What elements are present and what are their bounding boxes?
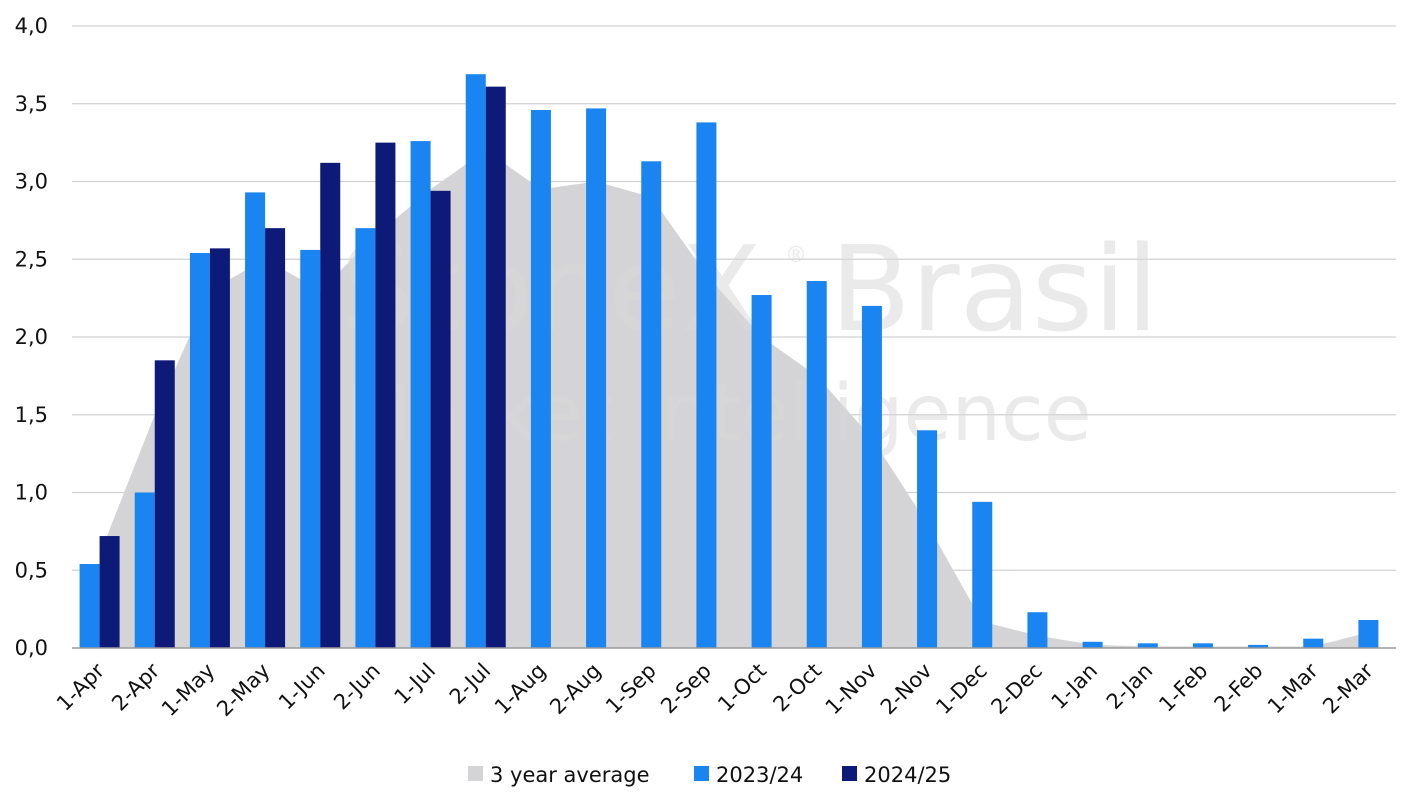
x-tick-label: 1-Oct xyxy=(713,659,771,717)
bar-2024-25 xyxy=(485,86,506,648)
bar-2023-24 xyxy=(806,281,827,648)
bar-2023-24 xyxy=(972,501,993,648)
bar-2023-24 xyxy=(410,141,431,648)
bar-2023-24 xyxy=(530,109,551,649)
watermark-region: Brasil xyxy=(830,220,1159,358)
x-tick-label: 2-Nov xyxy=(876,659,937,720)
bar-2024-25 xyxy=(430,190,451,648)
bar-2023-24 xyxy=(1082,641,1103,648)
legend-swatch xyxy=(842,766,857,781)
x-tick-label: 2-Jun xyxy=(329,659,385,715)
legend-label: 2024/25 xyxy=(864,763,951,787)
x-tick-label: 2-May xyxy=(212,659,274,721)
bar-2023-24 xyxy=(586,108,607,649)
legend-swatch xyxy=(468,766,483,781)
legend-label: 2023/24 xyxy=(716,763,803,787)
legend-swatch xyxy=(694,766,709,781)
legend-label: 3 year average xyxy=(490,763,650,787)
y-tick-label: 4,0 xyxy=(15,14,48,38)
bar-2023-24 xyxy=(355,228,376,648)
bar-2023-24 xyxy=(134,492,155,648)
x-tick-label: 1-Sep xyxy=(601,659,661,719)
bar-2023-24 xyxy=(641,161,662,648)
bar-2023-24 xyxy=(1192,643,1213,648)
x-tick-label: 2-Oct xyxy=(768,659,826,717)
bar-2024-25 xyxy=(209,248,230,649)
x-tick-label: 2-Sep xyxy=(656,659,716,719)
x-tick-label: 1-Aug xyxy=(490,659,550,719)
watermark-registered: ® xyxy=(785,243,807,268)
bar-2023-24 xyxy=(861,305,882,648)
bar-2023-24 xyxy=(1303,638,1324,648)
x-tick-label: 1-Jun xyxy=(274,659,330,715)
bar-2023-24 xyxy=(1027,612,1048,648)
x-tick-label: 2-Aug xyxy=(545,659,605,719)
bar-2023-24 xyxy=(1137,643,1158,648)
bar-2024-25 xyxy=(265,228,286,648)
y-tick-label: 1,5 xyxy=(15,403,48,427)
bar-2023-24 xyxy=(300,249,321,649)
watermark: StoneX ® Brasil Market Intelligence xyxy=(340,220,1159,459)
x-tick-label: 1-Dec xyxy=(931,659,992,720)
bar-2023-24 xyxy=(245,192,266,648)
bar-2023-24 xyxy=(1248,644,1269,648)
bar-2023-24 xyxy=(465,74,486,648)
x-tick-label: 2-Jul xyxy=(445,659,496,710)
bar-2024-25 xyxy=(375,142,396,648)
y-tick-label: 0,0 xyxy=(15,636,48,660)
x-tick-label: 2-Feb xyxy=(1210,659,1268,717)
bar-2023-24 xyxy=(79,564,100,648)
bar-2023-24 xyxy=(1358,620,1379,648)
bar-2023-24 xyxy=(751,295,772,648)
bar-2024-25 xyxy=(154,360,175,648)
watermark-tagline: Market Intelligence xyxy=(345,369,1092,459)
bar-2023-24 xyxy=(189,253,210,648)
x-tick-label: 1-Nov xyxy=(821,659,882,720)
y-tick-label: 1,0 xyxy=(15,481,48,505)
x-tick-label: 1-Jan xyxy=(1047,659,1102,714)
x-tick-label: 1-Jul xyxy=(390,659,441,710)
bar-2024-25 xyxy=(320,162,341,648)
bar-2024-25 xyxy=(99,536,120,648)
x-tick-label: 2-Mar xyxy=(1318,658,1378,718)
x-tick-label: 1-May xyxy=(157,659,219,721)
legend: 3 year average 2023/24 2024/25 xyxy=(468,763,951,787)
y-tick-label: 3,0 xyxy=(15,170,48,194)
y-axis-tick-labels: 0,0 0,5 1,0 1,5 2,0 2,5 3,0 3,5 4,0 xyxy=(15,14,48,660)
bars-layer xyxy=(79,74,1379,649)
y-tick-label: 0,5 xyxy=(15,558,48,582)
x-tick-label: 2-Jan xyxy=(1102,659,1157,714)
y-tick-label: 2,0 xyxy=(15,325,48,349)
x-tick-label: 1-Apr xyxy=(52,658,109,715)
x-tick-label: 2-Apr xyxy=(107,658,164,715)
x-tick-label: 2-Dec xyxy=(986,659,1047,720)
bar-2023-24 xyxy=(696,122,717,648)
y-tick-label: 2,5 xyxy=(15,247,48,271)
x-tick-label: 1-Feb xyxy=(1154,659,1212,717)
x-tick-label: 1-Mar xyxy=(1263,658,1323,718)
bar-2023-24 xyxy=(917,430,938,648)
y-tick-label: 3,5 xyxy=(15,92,48,116)
